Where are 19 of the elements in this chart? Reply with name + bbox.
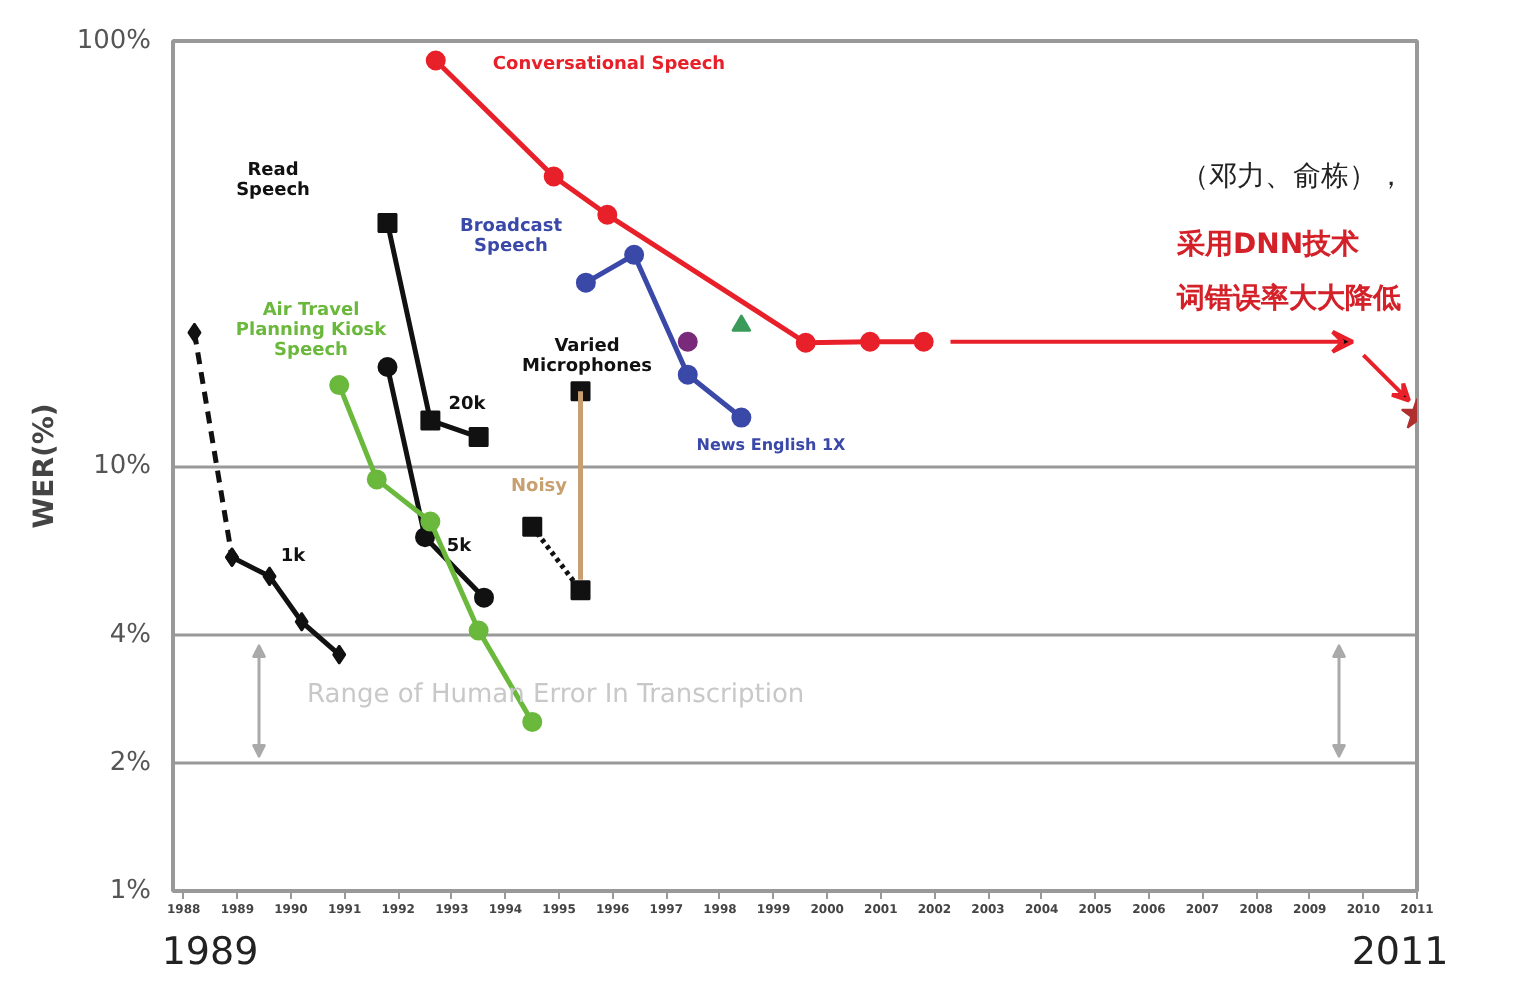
annotation: 采用DNN技术 bbox=[1175, 229, 1360, 261]
series-label: Noisy bbox=[510, 477, 568, 497]
annotation: （邓力、俞栋）， bbox=[1181, 161, 1405, 193]
text: Air Travel Planning Kiosk Speech bbox=[235, 301, 389, 361]
annotation: Read Speech bbox=[236, 161, 310, 201]
series-label: Varied Microphones bbox=[522, 337, 652, 377]
y-tick-label: 100% bbox=[76, 26, 152, 56]
y-tick-label: 10% bbox=[93, 451, 152, 481]
series-label: Conversational Speech bbox=[492, 55, 726, 75]
annotation: News English 1X bbox=[696, 436, 848, 454]
y-tick-label: 4% bbox=[109, 620, 151, 651]
series-label: 1k bbox=[280, 547, 308, 567]
annotation: 词错误率大大降低 bbox=[1175, 281, 1401, 315]
y-tick-label: 1% bbox=[109, 876, 151, 906]
y-axis-title: WER(%) bbox=[28, 403, 61, 529]
series-label: Broadcast Speech bbox=[459, 217, 564, 257]
y-tick-label: 2% bbox=[109, 748, 151, 779]
series-label: 20k bbox=[448, 395, 488, 415]
series-label: 5k bbox=[446, 537, 474, 557]
